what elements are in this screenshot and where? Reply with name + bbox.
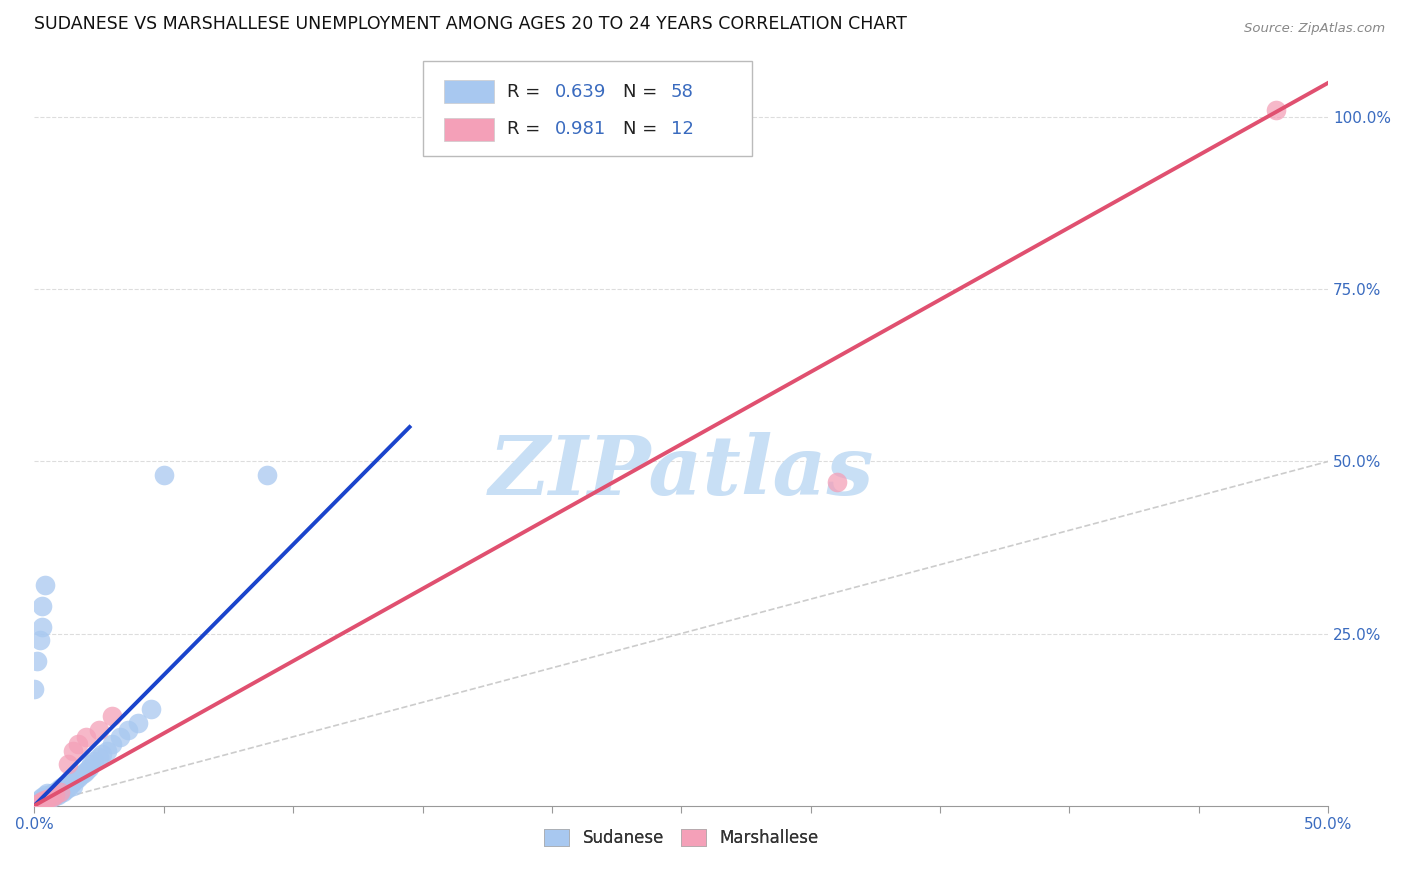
Point: [55, 783, 77, 797]
FancyBboxPatch shape: [423, 62, 752, 156]
Point: [22, 798, 45, 813]
Point: [90, 747, 112, 761]
Text: N =: N =: [623, 120, 664, 138]
Point: [139, 702, 162, 716]
FancyBboxPatch shape: [444, 80, 494, 103]
Point: [22, 681, 45, 696]
Text: R =: R =: [506, 83, 546, 101]
Point: [31, 599, 53, 613]
Point: [117, 723, 139, 737]
Point: [49, 785, 72, 799]
Point: [28, 794, 51, 808]
Point: [37, 793, 59, 807]
Point: [44, 789, 66, 803]
Point: [152, 468, 174, 483]
Text: ZIPatlas: ZIPatlas: [488, 433, 875, 512]
Point: [49, 786, 72, 800]
Point: [34, 789, 56, 803]
Point: [38, 791, 60, 805]
Point: [52, 780, 75, 794]
Point: [34, 578, 56, 592]
Point: [46, 783, 69, 797]
Point: [38, 789, 60, 803]
Point: [37, 791, 59, 805]
Text: 0.639: 0.639: [554, 83, 606, 101]
Point: [62, 780, 84, 794]
Point: [83, 754, 105, 768]
Text: R =: R =: [506, 120, 546, 138]
Text: N =: N =: [623, 83, 664, 101]
Point: [1265, 103, 1288, 118]
Point: [31, 795, 53, 809]
Point: [101, 709, 124, 723]
Point: [44, 785, 66, 799]
Point: [25, 654, 48, 668]
Point: [65, 772, 87, 787]
Point: [44, 789, 66, 803]
Point: [34, 795, 56, 809]
Point: [75, 730, 97, 744]
Point: [25, 797, 48, 811]
Point: [59, 776, 82, 790]
Point: [62, 743, 84, 757]
Point: [34, 793, 56, 807]
FancyBboxPatch shape: [444, 118, 494, 141]
Point: [56, 757, 79, 772]
Point: [75, 764, 97, 779]
Point: [37, 786, 59, 800]
Point: [52, 785, 75, 799]
Point: [77, 761, 100, 775]
Point: [41, 790, 63, 805]
Point: [49, 781, 72, 796]
Point: [31, 790, 53, 805]
Point: [46, 788, 69, 802]
Text: Source: ZipAtlas.com: Source: ZipAtlas.com: [1244, 22, 1385, 36]
Point: [28, 796, 51, 810]
Point: [28, 796, 51, 810]
Point: [25, 795, 48, 809]
Point: [96, 743, 118, 757]
Point: [37, 790, 59, 805]
Text: SUDANESE VS MARSHALLESE UNEMPLOYMENT AMONG AGES 20 TO 24 YEARS CORRELATION CHART: SUDANESE VS MARSHALLESE UNEMPLOYMENT AMO…: [34, 15, 907, 33]
Point: [41, 786, 63, 800]
Point: [55, 778, 77, 792]
Point: [80, 757, 103, 772]
Point: [56, 781, 79, 796]
Point: [72, 765, 94, 780]
Point: [825, 475, 848, 489]
Point: [31, 795, 53, 809]
Text: 12: 12: [671, 120, 693, 138]
Point: [256, 468, 278, 483]
Point: [22, 798, 45, 813]
Point: [127, 716, 149, 731]
Point: [31, 620, 53, 634]
Point: [101, 737, 124, 751]
Legend: Sudanese, Marshallese: Sudanese, Marshallese: [537, 822, 825, 854]
Text: 0.981: 0.981: [554, 120, 606, 138]
Point: [62, 774, 84, 789]
Point: [31, 793, 53, 807]
Point: [70, 767, 93, 781]
Point: [87, 723, 110, 737]
Point: [41, 790, 63, 805]
Point: [25, 797, 48, 812]
Point: [67, 771, 90, 785]
Text: 58: 58: [671, 83, 693, 101]
Point: [28, 633, 51, 648]
Point: [25, 797, 48, 812]
Point: [67, 737, 90, 751]
Point: [87, 750, 110, 764]
Point: [28, 791, 51, 805]
Point: [108, 730, 131, 744]
Point: [34, 791, 56, 805]
